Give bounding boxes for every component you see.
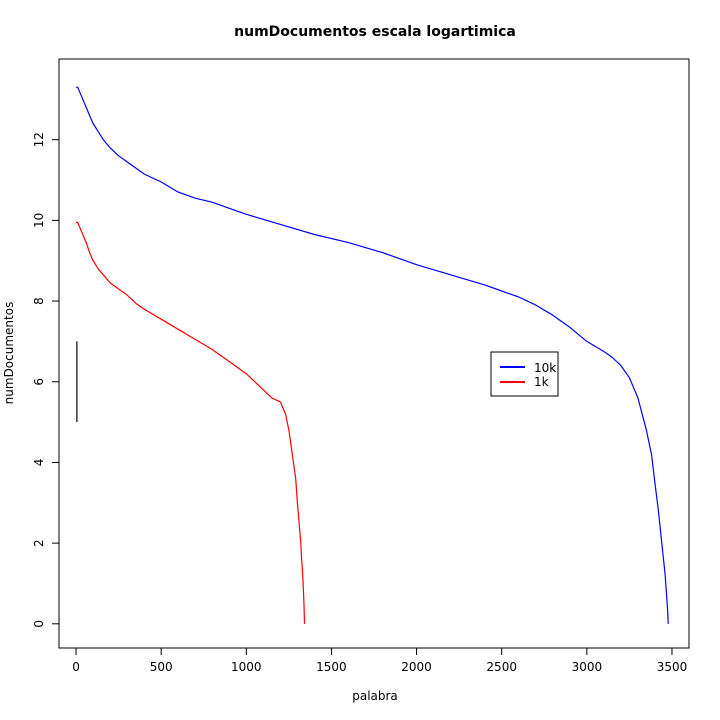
- chart-title: numDocumentos escala logartimica: [234, 24, 516, 40]
- series-line-1k: [76, 221, 306, 624]
- y-tick-label: 6: [32, 378, 46, 386]
- x-tick-label: 3000: [572, 660, 603, 674]
- x-tick-label: 1000: [231, 660, 262, 674]
- x-axis-label: palabra: [352, 689, 398, 703]
- x-axis: 0 500 1000 1500 2000 2500 3000 3500: [72, 647, 688, 674]
- legend-box: [490, 351, 559, 397]
- y-tick-label: 4: [32, 459, 46, 467]
- y-axis: 0 2 4 6 8 10 12: [32, 132, 60, 628]
- y-tick-label: 10: [32, 213, 46, 228]
- y-tick-label: 12: [32, 132, 46, 147]
- x-tick-label: 3500: [657, 660, 688, 674]
- y-tick-label: 0: [32, 620, 46, 628]
- x-tick-label: 500: [150, 660, 173, 674]
- y-axis-label: numDocumentos: [2, 302, 16, 405]
- series-layer: [76, 86, 669, 624]
- x-tick-label: 1500: [316, 660, 347, 674]
- series-line-10k: [76, 86, 669, 624]
- legend: 10k 1k: [490, 351, 559, 397]
- x-tick-label: 0: [72, 660, 80, 674]
- legend-label-10k: 10k: [534, 361, 556, 375]
- x-tick-label: 2500: [486, 660, 517, 674]
- y-tick-label: 2: [32, 539, 46, 547]
- legend-label-1k: 1k: [534, 375, 549, 389]
- y-tick-label: 8: [32, 297, 46, 305]
- x-tick-label: 2000: [401, 660, 432, 674]
